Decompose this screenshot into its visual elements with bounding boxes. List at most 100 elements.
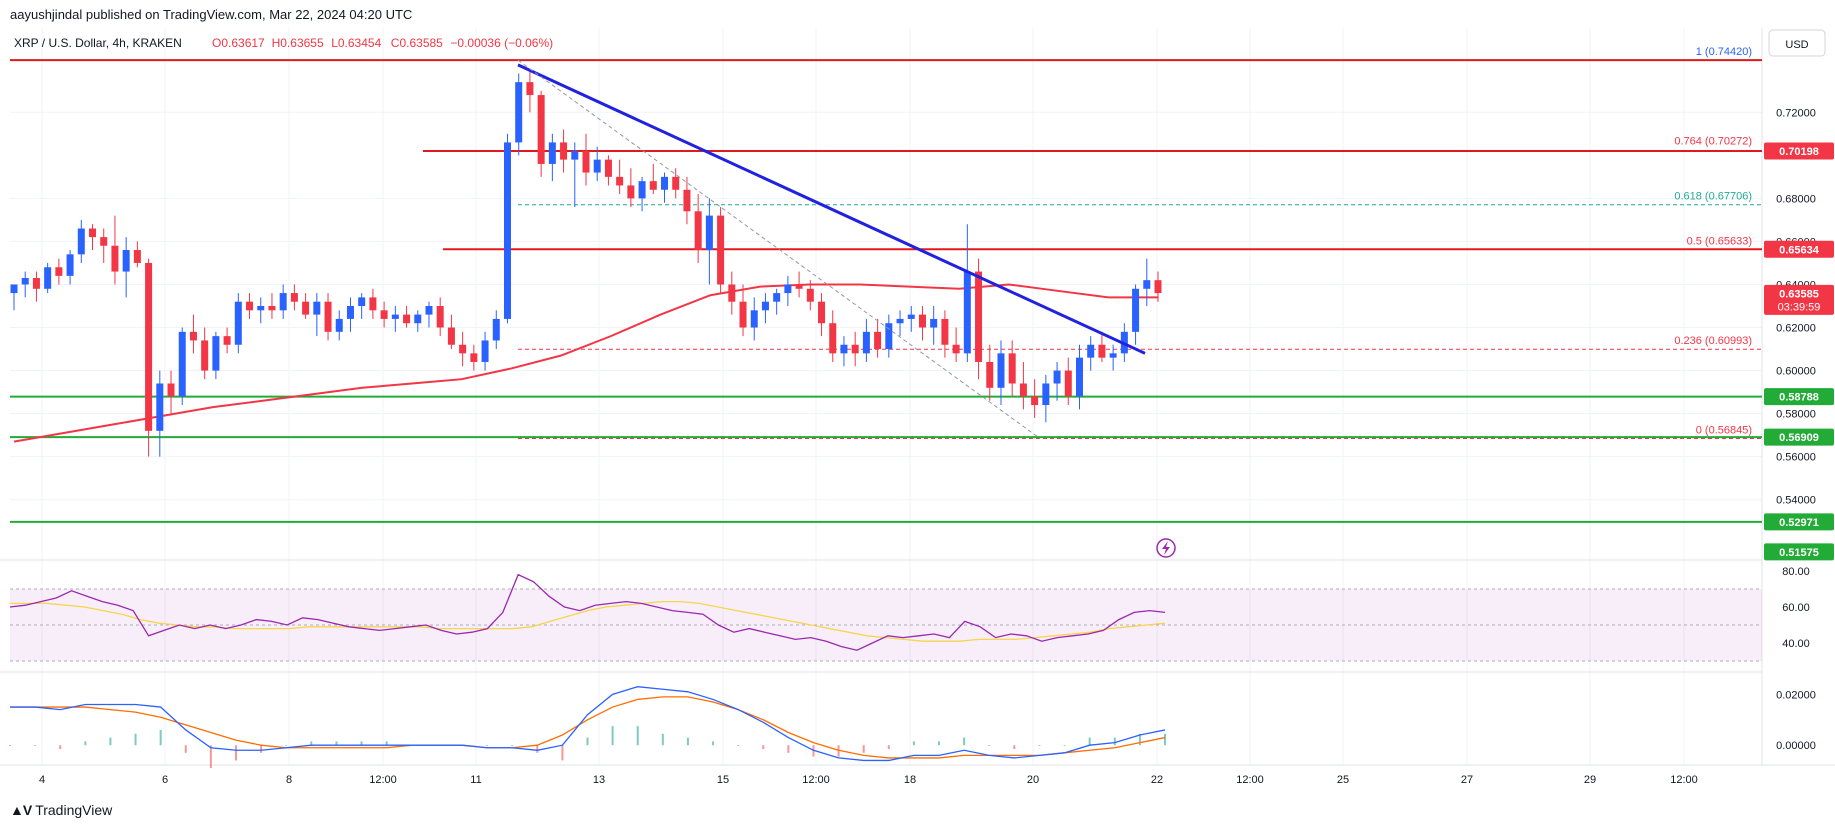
macd-histogram-bar <box>1088 737 1091 746</box>
symbol-bar: XRP / U.S. Dollar, 4h, KRAKEN O0.63617 H… <box>14 36 553 50</box>
candle-body <box>1098 344 1106 358</box>
candle-body <box>246 301 254 311</box>
candle-body <box>795 284 803 289</box>
time-tick-label: 29 <box>1584 774 1596 786</box>
candle-body <box>234 301 242 345</box>
candle-body <box>32 278 40 289</box>
candle-body <box>1087 344 1095 358</box>
candle-body <box>358 297 366 306</box>
macd-histogram-bar <box>586 737 589 746</box>
macd-histogram-bar <box>787 745 790 753</box>
candle-body <box>851 344 859 354</box>
candle-body <box>223 336 231 345</box>
candle-body <box>1143 280 1151 289</box>
candle-body <box>840 344 848 354</box>
candle-body <box>100 237 108 246</box>
candle-body <box>178 331 186 397</box>
macd-tick-label: 0.00000 <box>1776 740 1816 752</box>
time-tick-label: 25 <box>1337 774 1349 786</box>
candle-body <box>537 95 545 164</box>
time-tick-label: 13 <box>593 774 605 786</box>
candle-body <box>627 185 635 199</box>
macd-histogram-bar <box>285 745 288 746</box>
macd-histogram-bar <box>184 745 187 753</box>
candle-body <box>346 306 354 319</box>
price-badge <box>1764 388 1834 406</box>
macd-histogram-bar <box>335 741 338 746</box>
fib-level-label: 0.618 (0.67706) <box>1674 191 1752 203</box>
macd-histogram-bar <box>209 745 212 769</box>
time-axis: 4 6 8 12:00 11 13 15 12:00 18 20 22 12:00 25 27 29 12:0… <box>39 774 1698 786</box>
candle-body <box>313 301 321 315</box>
candle-body <box>638 181 646 199</box>
candle-body <box>571 151 579 160</box>
macd-histogram-bar <box>260 745 263 753</box>
candle-body <box>1109 353 1117 358</box>
time-tick-label: 12:00 <box>1236 774 1264 786</box>
price-badge-label: 0.58788 <box>1779 392 1819 404</box>
macd-histogram-bar <box>1164 733 1166 746</box>
candle-body <box>167 383 175 397</box>
candle-body <box>436 306 444 328</box>
macd-histogram-bar <box>912 741 915 746</box>
candle-body <box>470 353 478 362</box>
candle-body <box>403 314 411 324</box>
fib-level-label: 1 (0.74420) <box>1696 46 1752 58</box>
overlay-layer <box>517 59 1146 439</box>
publisher-header: aayushjindal published on TradingView.co… <box>10 7 413 22</box>
macd-pane: 0.02000 0.00000 <box>9 686 1816 769</box>
candle-body <box>133 250 141 263</box>
macd-histogram-bar <box>1113 737 1116 746</box>
candle-body <box>391 314 399 319</box>
candle-body <box>10 284 18 294</box>
fib-level-label: 0.236 (0.60993) <box>1674 335 1752 347</box>
price-badge-timer: 03:39:59 <box>1778 301 1821 313</box>
candle-body <box>717 215 725 285</box>
price-tick-label: 0.56000 <box>1776 452 1816 464</box>
macd-histogram-bar <box>1138 733 1141 746</box>
candle-body <box>705 215 713 251</box>
price-badge <box>1764 428 1834 446</box>
lightning-alert-icon[interactable] <box>1156 538 1176 558</box>
candle-body <box>728 284 736 302</box>
macd-histogram-bar <box>234 745 237 761</box>
price-tick-label: 0.54000 <box>1776 495 1816 507</box>
candle-body <box>885 323 893 350</box>
tradingview-logo[interactable]: ▲V TradingView <box>10 802 112 818</box>
time-tick-label: 27 <box>1461 774 1473 786</box>
candle-body <box>896 318 904 324</box>
rsi-tick-label: 60.00 <box>1782 602 1810 614</box>
time-tick-label: 20 <box>1027 774 1039 786</box>
price-badge <box>1764 284 1834 315</box>
candle-body <box>526 82 534 96</box>
time-tick-label: 15 <box>717 774 729 786</box>
candle-body <box>997 353 1005 388</box>
currency-button[interactable]: USD <box>1768 29 1826 57</box>
ohlc-close: C0.63585 <box>391 36 443 50</box>
macd-histogram-bar <box>561 745 564 761</box>
fib-level-label: 0.764 (0.70272) <box>1674 135 1752 147</box>
candle-body <box>290 293 298 302</box>
macd-histogram-bar <box>762 745 765 750</box>
macd-histogram-bar <box>938 741 941 746</box>
candle-body <box>268 306 276 311</box>
currency-label: USD <box>1785 39 1808 51</box>
macd-histogram-bar <box>887 745 890 750</box>
candle-body <box>425 306 433 315</box>
time-tick-label: 11 <box>470 774 481 786</box>
macd-histogram-bar <box>737 745 740 746</box>
price-tick-label: 0.62000 <box>1776 323 1816 335</box>
candle-body <box>189 331 197 341</box>
time-tick-label: 18 <box>904 774 916 786</box>
candle-body <box>201 340 209 371</box>
candle-body <box>661 176 669 190</box>
candle-body <box>1075 357 1083 397</box>
candle-body <box>503 142 511 319</box>
tradingview-brand: TradingView <box>35 802 113 818</box>
fib-level-label: 0.5 (0.65633) <box>1687 235 1752 247</box>
price-badge-label: 0.63585 <box>1779 288 1819 300</box>
tradingview-logo-icon: ▲V <box>10 802 32 818</box>
time-tick-label: 8 <box>286 774 292 786</box>
